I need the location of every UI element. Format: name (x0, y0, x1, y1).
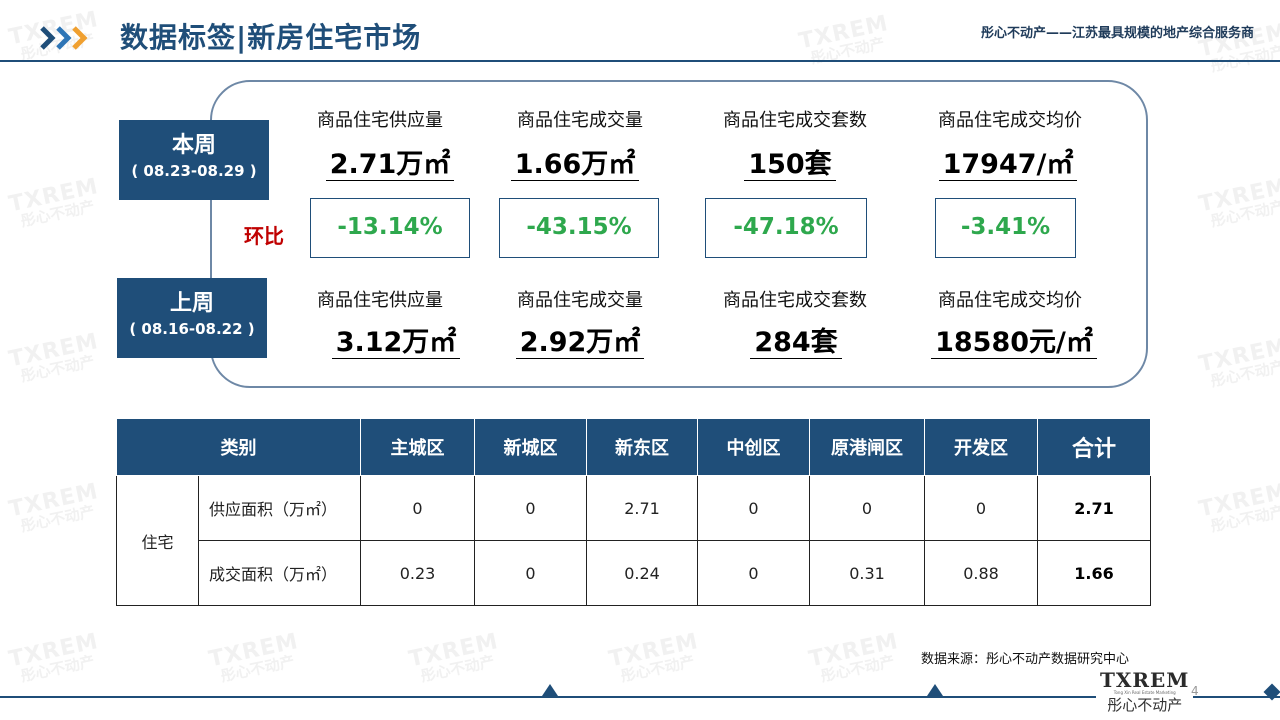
logo-chinese: 彤心不动产 (1107, 696, 1183, 714)
units-change: -47.18% (705, 198, 867, 258)
this-week-deals: 1.66万㎡ (465, 142, 685, 181)
metric-label: 商品住宅成交均价 (938, 110, 1082, 131)
column-header: 类别 (116, 418, 361, 476)
table-cell: 0.23 (360, 540, 475, 606)
logo-mark: TXREM (1100, 668, 1190, 692)
watermark: TXREM 彤心不动产 (206, 629, 301, 686)
last-week-dates: ( 08.16-08.22 ) (129, 320, 255, 338)
avg-price-change: -3.41% (935, 198, 1076, 258)
column-header: 新城区 (474, 418, 587, 476)
metric-label: 商品住宅成交量 (517, 110, 643, 131)
table-cell: 0 (809, 475, 925, 541)
table-cell: 0.88 (924, 540, 1038, 606)
row-label: 成交面积（万㎡） (198, 540, 361, 606)
last-week-badge: 上周 ( 08.16-08.22 ) (117, 278, 267, 358)
data-source: 数据来源：彤心不动产数据研究中心 (921, 652, 1130, 667)
metric-label: 商品住宅成交均价 (938, 290, 1082, 311)
metric-label: 商品住宅供应量 (317, 110, 443, 131)
metric-label: 商品住宅供应量 (317, 290, 443, 311)
table-cell: 0 (474, 540, 587, 606)
metric-label: 商品住宅成交量 (517, 290, 643, 311)
table-cell: 0 (697, 475, 810, 541)
watermark: TXREM 彤心不动产 (6, 174, 101, 231)
last-week-units: 284套 (686, 320, 906, 359)
page-title: 数据标签|新房住宅市场 (120, 21, 422, 54)
watermark: TXREM 彤心不动产 (6, 479, 101, 536)
footer-divider (0, 696, 1280, 698)
table-row: 成交面积（万㎡） 0.23 0 0.24 0 0.31 0.88 1.66 (117, 540, 1151, 606)
this-week-avg-price: 17947/㎡ (898, 142, 1118, 181)
company-logo: TXREM Tong Xin Real Estate Marketing 彤心不… (1096, 668, 1194, 714)
deals-change: -43.15% (499, 198, 659, 258)
this-week-units: 150套 (680, 142, 900, 181)
watermark: TXREM 彤心不动产 (606, 629, 701, 686)
column-header: 新东区 (586, 418, 698, 476)
last-week-deals: 2.92万㎡ (470, 320, 690, 359)
last-week-avg-price: 18580元/㎡ (904, 320, 1124, 359)
table-cell-total: 1.66 (1037, 540, 1151, 606)
watermark: TXREM 彤心不动产 (6, 629, 101, 686)
this-week-label: 本周 (171, 133, 216, 158)
table-row: 住宅 供应面积（万㎡） 0 0 2.71 0 0 0 2.71 (116, 475, 1151, 606)
last-week-supply: 3.12万㎡ (286, 320, 506, 359)
change-label: 环比 (244, 224, 284, 248)
watermark: TXREM 彤心不动产 (1196, 479, 1280, 536)
table-cell: 0 (697, 540, 810, 606)
watermark: TXREM 彤心不动产 (406, 629, 501, 686)
logo-subtitle: Tong Xin Real Estate Marketing (1113, 690, 1176, 695)
last-week-label: 上周 (169, 291, 214, 316)
table-cell-total: 2.71 (1037, 475, 1151, 541)
row-group-label: 住宅 (116, 475, 199, 606)
this-week-dates: ( 08.23-08.29 ) (131, 162, 257, 180)
triangle-icon (542, 684, 558, 696)
page-number: 4 (1191, 684, 1199, 698)
table-cell: 0 (360, 475, 475, 541)
company-tagline: 彤心不动产——江苏最具规模的地产综合服务商 (980, 26, 1254, 41)
watermark: TXREM 彤心不动产 (6, 329, 101, 386)
table-cell: 2.71 (586, 475, 698, 541)
this-week-badge: 本周 ( 08.23-08.29 ) (119, 120, 269, 200)
header-divider (0, 60, 1280, 62)
chevrons-icon (40, 26, 88, 50)
table-cell: 0.24 (586, 540, 698, 606)
table-cell: 0.31 (809, 540, 925, 606)
watermark: TXREM 彤心不动产 (1196, 174, 1280, 231)
table-cell: 0 (924, 475, 1038, 541)
watermark: TXREM 彤心不动产 (1196, 334, 1280, 391)
column-header: 主城区 (360, 418, 475, 476)
table-header-row: 类别 主城区 新城区 新东区 中创区 原港闸区 开发区 合计 (116, 418, 1151, 476)
column-header-total: 合计 (1037, 418, 1151, 476)
column-header: 中创区 (697, 418, 810, 476)
column-header: 开发区 (924, 418, 1038, 476)
metric-label: 商品住宅成交套数 (723, 110, 867, 131)
metric-label: 商品住宅成交套数 (723, 290, 867, 311)
summary-panel (210, 80, 1148, 388)
triangle-icon (927, 684, 943, 696)
row-label: 供应面积（万㎡） (198, 475, 361, 541)
column-header: 原港闸区 (809, 418, 925, 476)
table-cell: 0 (474, 475, 587, 541)
district-table: 类别 主城区 新城区 新东区 中创区 原港闸区 开发区 合计 住宅 供应面积（万… (116, 418, 1151, 606)
watermark: TXREM 彤心不动产 (806, 629, 901, 686)
supply-change: -13.14% (310, 198, 470, 258)
this-week-supply: 2.71万㎡ (280, 142, 500, 181)
